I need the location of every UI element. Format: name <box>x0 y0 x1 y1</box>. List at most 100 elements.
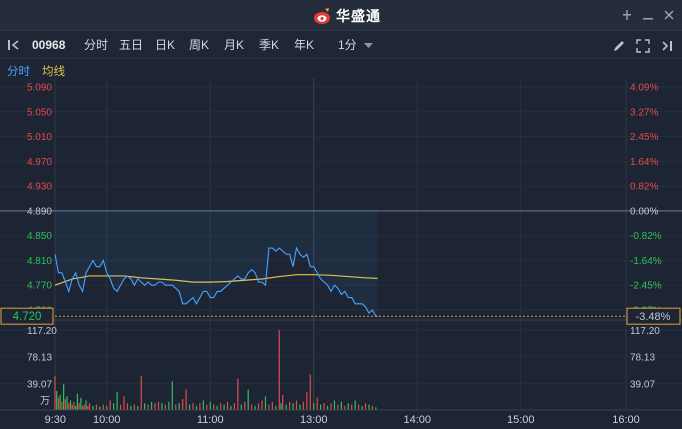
volume-bar <box>368 404 370 410</box>
volume-tick-label-right: 117.20 <box>630 326 660 337</box>
volume-bar <box>95 404 98 410</box>
volume-bar <box>254 405 256 410</box>
volume-bar <box>237 378 239 410</box>
tab-monthly-k[interactable]: 月K <box>224 38 245 52</box>
volume-bar <box>75 405 77 410</box>
volume-tick-label-right: 78.13 <box>630 353 655 364</box>
volume-tick-label: 39.07 <box>27 379 52 390</box>
price-tick-label: 4.970 <box>27 157 52 168</box>
tab-five-day[interactable]: 五日 <box>119 38 144 52</box>
volume-bar <box>337 404 339 410</box>
time-axis-label: 11:00 <box>197 414 224 426</box>
volume-bar <box>309 374 311 410</box>
last-price-badge <box>0 307 54 325</box>
volume-tick-label: 78.13 <box>27 353 52 364</box>
volume-bar <box>199 403 201 410</box>
volume-bar <box>63 384 65 410</box>
volume-bar <box>59 394 61 410</box>
brand: 华盛通 <box>312 6 381 26</box>
volume-bar <box>113 403 115 410</box>
volume-bar <box>251 404 253 410</box>
volume-bar <box>157 401 160 410</box>
volume-bar <box>175 404 177 410</box>
time-axis-label: 15:00 <box>507 414 535 426</box>
chevron-down-icon[interactable] <box>364 43 373 49</box>
volume-bar <box>330 403 332 410</box>
pct-tick-label: -0.82% <box>630 231 662 242</box>
volume-bar <box>261 400 263 410</box>
pct-tick-label: 0.82% <box>630 182 658 193</box>
volume-bar <box>285 404 287 410</box>
volume-bar <box>244 401 246 410</box>
volume-bar <box>116 392 118 410</box>
draw-pen-icon[interactable] <box>612 39 626 53</box>
volume-bar <box>88 403 91 410</box>
volume-bar <box>271 401 273 410</box>
volume-bar <box>275 405 277 410</box>
volume-bar <box>140 375 142 410</box>
volume-bar <box>223 404 225 410</box>
volume-bar <box>92 405 94 410</box>
price-area <box>55 210 378 317</box>
volume-bar <box>299 404 301 410</box>
volume-bar <box>126 403 129 410</box>
volume-bar <box>351 404 353 410</box>
volume-tick-label: 117.20 <box>27 326 57 337</box>
volume-bar <box>206 404 208 410</box>
close-icon[interactable] <box>662 8 676 22</box>
volume-bar <box>161 403 163 410</box>
volume-bar <box>82 405 84 410</box>
volume-bar <box>364 403 367 410</box>
volume-bar <box>278 330 280 410</box>
volume-bar <box>347 403 349 410</box>
volume-bar <box>209 401 211 410</box>
minimize-icon[interactable] <box>641 8 655 22</box>
pin-icon[interactable] <box>620 8 634 22</box>
stock-code[interactable]: 00968 <box>32 38 66 52</box>
volume-bar <box>168 401 170 410</box>
price-tick-label: 5.090 <box>27 83 52 94</box>
volume-bar <box>323 403 325 410</box>
volume-bar <box>71 404 73 410</box>
volume-bar <box>106 405 108 410</box>
fullscreen-icon[interactable] <box>636 39 650 53</box>
pct-tick-label: 1.64% <box>630 157 658 168</box>
volume-bar <box>233 403 236 410</box>
volume-bar <box>57 397 60 410</box>
volume-bar <box>69 400 72 410</box>
sidebar-toggle-icon[interactable] <box>7 38 21 52</box>
volume-bar <box>61 401 63 410</box>
volume-bar <box>133 404 135 410</box>
tab-quarterly-k[interactable]: 季K <box>259 38 280 52</box>
volume-bar <box>151 401 153 410</box>
volume-bar <box>54 375 56 410</box>
brand-logo-icon <box>314 8 330 24</box>
legend-avg-line[interactable]: 均线 <box>42 66 65 78</box>
last-pct-badge <box>626 307 681 325</box>
tab-timeshare[interactable]: 分时 <box>84 38 109 52</box>
tab-weekly-k[interactable]: 周K <box>189 38 210 52</box>
tab-yearly-k[interactable]: 年K <box>294 38 315 52</box>
tab-daily-k[interactable]: 日K <box>155 38 176 52</box>
volume-bar <box>66 396 68 410</box>
time-axis-label: 9:30 <box>45 414 66 426</box>
volume-bar <box>264 396 267 410</box>
volume-bar <box>340 401 342 410</box>
price-tick-label: 4.770 <box>27 281 52 292</box>
volume-bar <box>78 403 80 410</box>
volume-bar <box>137 405 139 410</box>
price-tick-label: 5.050 <box>27 107 52 118</box>
interval-select[interactable]: 1分 <box>338 38 357 52</box>
volume-bar <box>123 396 125 410</box>
volume-bar <box>109 400 111 410</box>
volume-tick-label-right: 39.07 <box>630 379 655 390</box>
volume-bar <box>130 405 132 410</box>
collapse-panel-icon[interactable] <box>660 39 674 53</box>
last-pct-value: -3.48% <box>636 311 671 323</box>
intraday-chart[interactable]: 5.090 4.09% 5.050 3.27% 5.010 2.45% 4.970 1.64%… <box>0 78 682 429</box>
time-axis-label: 10:00 <box>93 414 121 426</box>
volume-bar <box>230 405 232 410</box>
volume-bar <box>68 403 70 410</box>
legend-timeshare[interactable]: 分时 <box>7 66 30 78</box>
title-bar: 华盛通 <box>0 0 682 31</box>
